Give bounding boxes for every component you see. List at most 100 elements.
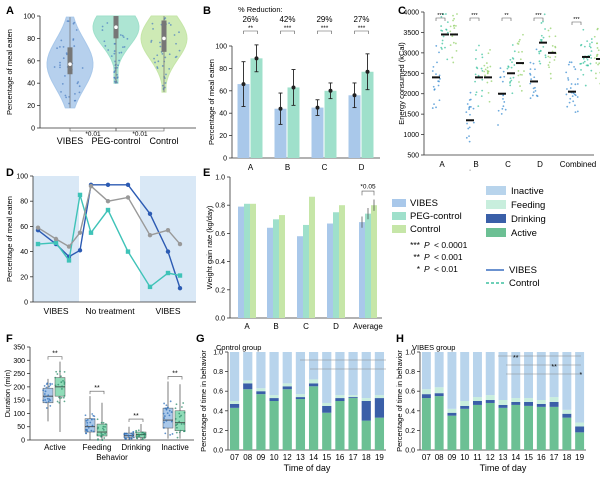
y-tick-label: 40: [27, 81, 35, 88]
box-point: [44, 390, 47, 393]
scatter-point: [474, 80, 476, 83]
legend-swatch: [486, 214, 506, 223]
stack-drinking: [308, 383, 319, 387]
scatter-point: [551, 44, 554, 47]
line-marker: [147, 284, 153, 290]
stack-drinking: [485, 400, 495, 403]
scatter-point: [593, 57, 596, 60]
y-tick-label: 0.0: [213, 448, 223, 455]
violin-dot: [76, 82, 79, 85]
violin-dot: [73, 45, 76, 47]
violin-dot: [123, 46, 126, 48]
scatter-point: [590, 38, 593, 40]
violin-dot: [103, 40, 106, 43]
scatter-point: [576, 83, 579, 85]
box-point: [86, 421, 89, 424]
box-point: [100, 434, 103, 437]
line-marker: [66, 258, 72, 263]
panel-label-b: B: [203, 5, 211, 17]
x-tick-label: 09: [256, 453, 265, 462]
x-tick-label: D: [359, 163, 365, 172]
scatter-point: [469, 91, 472, 94]
scatter-point: [532, 87, 535, 90]
violin-dot: [101, 29, 104, 31]
scatter-point: [509, 84, 512, 87]
y-tick-label: 100: [13, 411, 25, 418]
sig-bracket: [128, 418, 144, 423]
box-point: [137, 429, 140, 432]
y-axis-title: Duration (min): [3, 369, 12, 417]
violin-dot: [156, 54, 159, 57]
scatter-point: [468, 105, 471, 108]
stack-drinking: [511, 401, 521, 405]
sig-stars: **: [172, 371, 178, 378]
box-point: [125, 432, 128, 435]
stack-inactive: [295, 352, 306, 395]
scatter-point: [474, 73, 477, 76]
x-tick-label: 10: [270, 453, 279, 462]
y-tick-label: 0: [21, 438, 25, 445]
scatter-point: [481, 69, 484, 72]
y-tick-label: 150: [13, 398, 25, 405]
scatter-point: [483, 64, 486, 67]
bar-Control: [371, 205, 377, 318]
sig-stars: **: [248, 25, 254, 32]
box-point: [49, 384, 52, 386]
legend-swatch: [392, 199, 406, 207]
box-point: [93, 418, 96, 421]
scatter-point: [517, 51, 520, 53]
box-point: [63, 381, 66, 384]
box-point: [92, 430, 95, 433]
scatter-point: [438, 74, 441, 77]
scatter-point: [534, 86, 536, 89]
stack-drinking: [421, 394, 431, 399]
line-marker: [105, 199, 111, 204]
stack-feeding: [256, 388, 266, 392]
violin-dot: [120, 51, 123, 54]
section-label: VIBES: [43, 306, 68, 316]
scatter-point: [547, 29, 550, 32]
scatter-point: [452, 25, 455, 27]
scatter-point: [574, 104, 576, 107]
scatter-point: [472, 121, 475, 124]
violin-dot: [164, 77, 166, 80]
scatter-point: [488, 100, 491, 103]
scatter-point: [438, 99, 441, 102]
bar-PEG-control: [365, 213, 371, 318]
line-marker: [165, 270, 171, 276]
box-point: [128, 437, 131, 439]
scatter-point: [472, 107, 475, 110]
stack-inactive: [322, 352, 332, 403]
scatter-point: [589, 54, 592, 57]
bar-PEG-control: [361, 71, 374, 158]
scatter-point: [511, 61, 513, 64]
scatter-point: [435, 73, 437, 76]
box-point: [174, 407, 177, 410]
y-tick-label: 0: [223, 156, 227, 163]
bar-VIBES: [348, 95, 361, 158]
scatter-point: [502, 105, 505, 108]
box-point: [60, 375, 62, 378]
scatter-point: [573, 66, 575, 68]
scatter-point: [484, 68, 487, 71]
scatter-point: [440, 46, 443, 49]
box-point: [175, 403, 178, 406]
scatter-point: [589, 46, 592, 49]
scatter-point: [582, 28, 585, 31]
box-point: [168, 414, 171, 417]
scatter-point: [487, 70, 490, 73]
legend-label: Control: [410, 224, 441, 235]
scatter-point: [504, 108, 507, 111]
violin-dot: [116, 66, 119, 69]
scatter-point: [452, 61, 455, 64]
y-tick-label: 1000: [403, 132, 419, 139]
box-point: [124, 433, 126, 435]
scatter-point: [435, 45, 438, 47]
stack-drinking: [229, 403, 240, 408]
scatter-point: [595, 72, 597, 75]
stack-inactive: [562, 352, 572, 410]
scatter-point: [518, 40, 520, 43]
scatter-point: [568, 61, 571, 64]
box-point: [57, 383, 60, 386]
legend-label: VIBES: [410, 198, 438, 209]
